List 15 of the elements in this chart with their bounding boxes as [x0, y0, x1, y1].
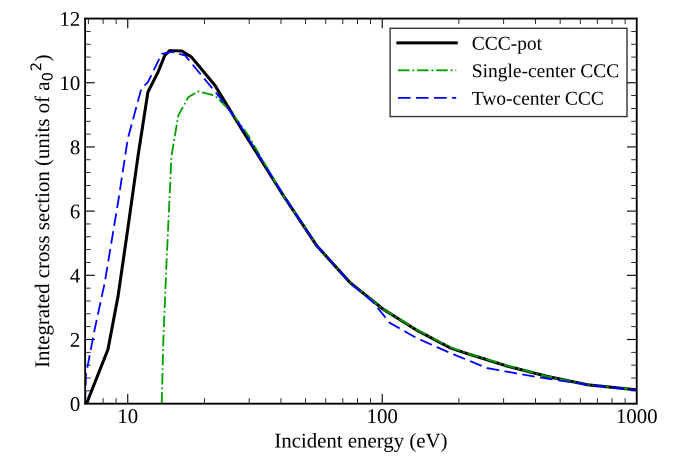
x-axis-title: Incident energy (eV): [275, 432, 447, 452]
legend-label: CCC-pot: [472, 36, 542, 54]
y-axis-title: Integrated cross section (units of a$_{0}$$^{2}$): [30, 55, 54, 368]
y-tick-label: 12: [61, 12, 80, 26]
y-tick-label: 8: [70, 140, 80, 154]
x-tick-label: 10: [119, 409, 138, 424]
y-tick-label: 6: [70, 204, 80, 219]
legend-label: Two-center CCC: [472, 92, 603, 105]
y-tick-label: 2: [70, 332, 80, 347]
y-tick-label: 0: [70, 397, 80, 412]
x-tick-label: 100: [368, 409, 398, 424]
legend-label: Single-center CCC: [473, 64, 618, 82]
x-tick-label: 1000: [618, 409, 657, 424]
y-tick-label: 4: [70, 268, 80, 283]
y-tick-label: 10: [61, 76, 80, 90]
